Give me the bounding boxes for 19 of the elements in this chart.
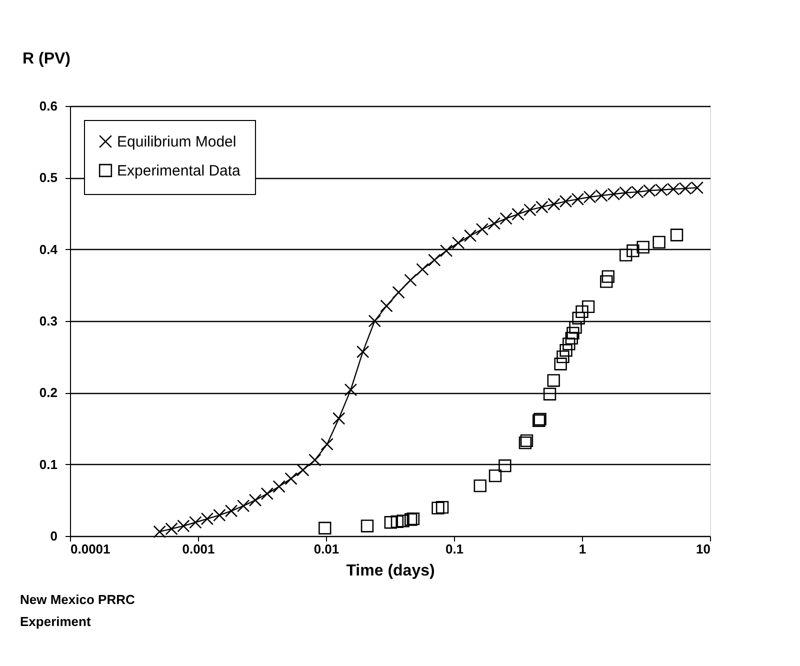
y-tick-label: 0.3 (39, 314, 58, 328)
y-axis-title: R (PV) (22, 50, 70, 68)
text: Experiment (20, 614, 92, 629)
x-tick-label: 1 (578, 542, 586, 556)
x-tick-label: 0.1 (445, 542, 464, 556)
y-tick-label: 0.6 (39, 98, 58, 114)
y-tick-label: 0.5 (39, 170, 58, 186)
x-axis-title: Time (days) (346, 562, 435, 580)
x-tick-label: 0.0001 (70, 542, 110, 556)
x-tick-label: 0.001 (182, 542, 215, 556)
x-tick-label: 0.01 (314, 542, 340, 556)
legend-label: Equilibrium Model (117, 134, 236, 150)
x-tick-label: 10 (696, 542, 710, 556)
y-tick-label: 0 (50, 528, 58, 544)
legend-label: Experimental Data (117, 162, 242, 180)
y-tick-label: 0.2 (39, 385, 58, 400)
text: New Mexico PRRC (20, 592, 136, 607)
y-tick-label: 0.4 (39, 242, 58, 257)
y-tick-label: 0.1 (39, 456, 58, 472)
